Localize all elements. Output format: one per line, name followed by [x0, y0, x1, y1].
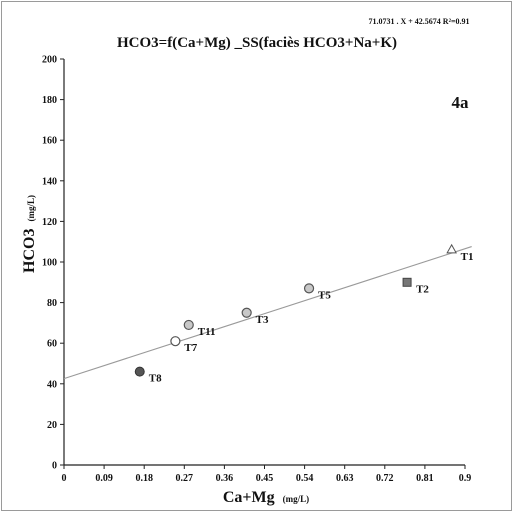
x-tick-label: 0 — [62, 473, 67, 484]
y-tick-label: 200 — [42, 55, 57, 66]
x-axis-label: Ca+Mg (mg/L) — [223, 489, 309, 506]
x-axis-label-name: Ca+Mg — [223, 489, 275, 506]
data-point-t3-label: T3 — [256, 314, 269, 326]
y-tick-label: 120 — [42, 217, 57, 228]
x-tick-label: 0.27 — [176, 473, 194, 484]
data-point-t8-label: T8 — [149, 373, 162, 385]
data-point-t5-label: T5 — [318, 289, 331, 301]
x-tick-label: 0.9 — [459, 473, 472, 484]
y-axis-label: HCO3 (mg/L) — [21, 195, 38, 273]
y-tick-label: 180 — [42, 95, 57, 106]
data-point-t8 — [134, 366, 145, 377]
y-tick-label: 160 — [42, 136, 57, 147]
y-tick-label: 60 — [47, 339, 57, 350]
x-tick-label: 0.63 — [336, 473, 354, 484]
data-point-t7 — [170, 336, 181, 347]
y-tick-label: 0 — [52, 461, 57, 472]
x-tick-label: 0.45 — [256, 473, 274, 484]
data-point-t5 — [303, 283, 315, 294]
x-tick-label: 0.72 — [376, 473, 394, 484]
x-tick-label: 0.09 — [95, 473, 113, 484]
data-point-t2-label: T2 — [416, 283, 429, 295]
regression-line — [63, 246, 472, 380]
data-point-t3 — [241, 307, 252, 318]
y-tick-label: 100 — [42, 258, 57, 269]
y-tick-label: 140 — [42, 176, 57, 187]
x-tick-label: 0.36 — [216, 473, 234, 484]
data-point-t2 — [402, 277, 412, 287]
regression-equation: 71.0731 . X + 42.5674 R²=0.91 — [368, 17, 469, 26]
y-tick-label: 20 — [47, 420, 57, 431]
data-point-t1 — [446, 243, 457, 254]
x-tick-label: 0.54 — [296, 473, 314, 484]
x-tick-label: 0.18 — [135, 473, 153, 484]
data-point-t1-label: T1 — [461, 251, 474, 263]
x-axis-label-unit: (mg/L) — [283, 494, 310, 504]
y-axis-label-unit: (mg/L) — [26, 195, 36, 222]
data-point-t11-label: T11 — [198, 326, 216, 338]
chart-title: HCO3=f(Ca+Mg) _SS(faciès HCO3+Na+K) — [117, 35, 397, 51]
y-axis-label-name: HCO3 — [21, 229, 38, 273]
y-tick-label: 80 — [47, 298, 57, 309]
x-tick-label: 0.81 — [416, 473, 434, 484]
data-point-t7-label: T7 — [184, 342, 197, 354]
y-tick-label: 40 — [47, 379, 57, 390]
data-point-t11 — [183, 319, 194, 331]
panel-label: 4a — [452, 93, 470, 112]
